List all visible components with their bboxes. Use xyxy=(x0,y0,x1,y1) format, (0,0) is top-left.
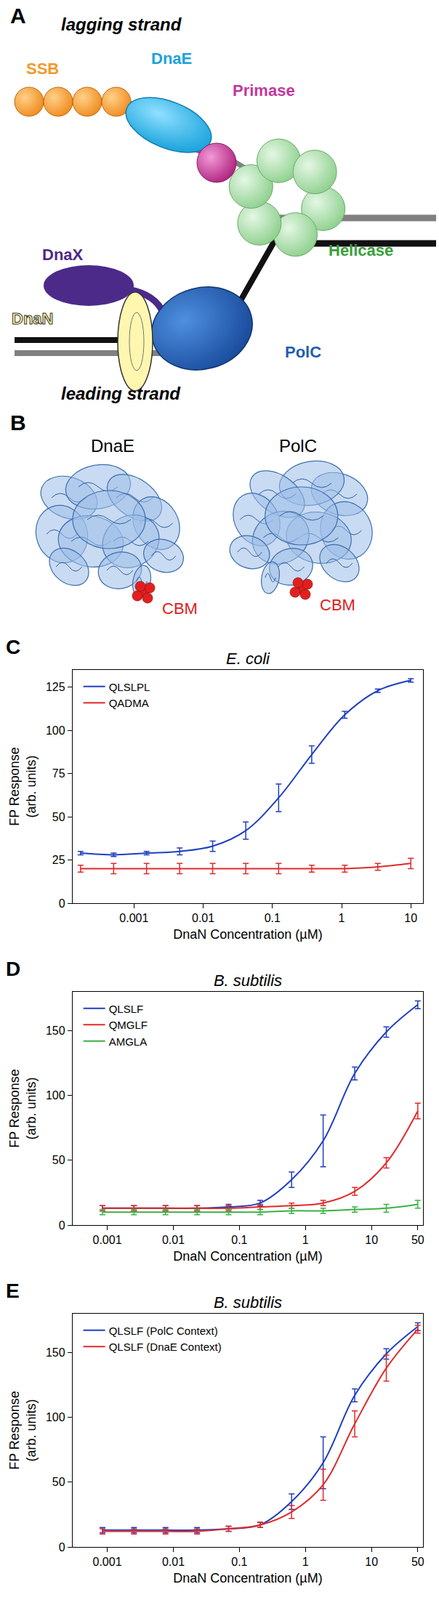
svg-text:Helicase: Helicase xyxy=(328,241,394,260)
svg-text:QLSLPL: QLSLPL xyxy=(109,681,151,694)
svg-text:0.01: 0.01 xyxy=(191,912,215,925)
svg-text:E: E xyxy=(5,1279,20,1303)
svg-text:0.001: 0.001 xyxy=(93,1234,123,1247)
svg-text:75: 75 xyxy=(52,767,66,780)
svg-text:10: 10 xyxy=(404,912,418,925)
svg-text:100: 100 xyxy=(45,1411,66,1424)
svg-text:FP Response(arb. units): FP Response(arb. units) xyxy=(7,1069,39,1149)
svg-text:0.01: 0.01 xyxy=(162,1234,185,1247)
svg-text:0: 0 xyxy=(58,897,66,910)
svg-text:QLSLF (PolC Context): QLSLF (PolC Context) xyxy=(109,1324,219,1338)
svg-text:A: A xyxy=(10,3,27,28)
svg-text:PolC: PolC xyxy=(284,343,322,362)
svg-text:0.001: 0.001 xyxy=(119,912,149,925)
svg-text:DnaN Concentration (µM): DnaN Concentration (µM) xyxy=(172,1249,322,1264)
svg-text:0: 0 xyxy=(58,1219,66,1232)
svg-text:E. coli: E. coli xyxy=(226,649,271,668)
svg-text:50: 50 xyxy=(52,1154,66,1167)
svg-text:CBM: CBM xyxy=(319,595,356,615)
svg-text:100: 100 xyxy=(45,724,66,737)
svg-text:50: 50 xyxy=(52,811,66,824)
svg-text:lagging strand: lagging strand xyxy=(61,14,183,35)
svg-text:DnaE: DnaE xyxy=(90,436,135,456)
svg-text:0.1: 0.1 xyxy=(231,1234,248,1247)
svg-text:150: 150 xyxy=(45,1346,66,1360)
svg-text:QLSLF (DnaE Context): QLSLF (DnaE Context) xyxy=(109,1340,222,1354)
svg-text:0.01: 0.01 xyxy=(162,1556,185,1569)
svg-text:50: 50 xyxy=(52,1476,66,1489)
svg-text:B. subtilis: B. subtilis xyxy=(213,971,283,990)
svg-text:1: 1 xyxy=(302,1234,309,1247)
svg-text:CBM: CBM xyxy=(162,599,198,618)
svg-text:DnaN: DnaN xyxy=(11,309,54,328)
svg-text:DnaE: DnaE xyxy=(151,49,192,68)
svg-text:1: 1 xyxy=(302,1556,309,1569)
svg-text:DnaN Concentration (µM): DnaN Concentration (µM) xyxy=(172,927,322,942)
svg-text:DnaN Concentration (µM): DnaN Concentration (µM) xyxy=(172,1571,322,1586)
svg-text:D: D xyxy=(5,957,21,981)
svg-text:FP Response(arb. units): FP Response(arb. units) xyxy=(7,1391,39,1471)
svg-text:leading strand: leading strand xyxy=(61,383,181,404)
svg-text:B: B xyxy=(10,410,27,435)
svg-text:PolC: PolC xyxy=(279,436,317,456)
svg-text:0.1: 0.1 xyxy=(264,912,281,925)
svg-text:1: 1 xyxy=(338,912,346,925)
svg-text:C: C xyxy=(5,635,21,659)
svg-text:AMGLA: AMGLA xyxy=(109,1035,148,1049)
svg-text:150: 150 xyxy=(45,1024,66,1038)
svg-text:QMGLF: QMGLF xyxy=(109,1019,148,1032)
svg-text:0.1: 0.1 xyxy=(231,1556,248,1569)
svg-text:0: 0 xyxy=(58,1541,66,1554)
svg-text:SSB: SSB xyxy=(26,59,59,78)
svg-text:50: 50 xyxy=(411,1234,425,1247)
svg-text:10: 10 xyxy=(364,1234,378,1247)
svg-text:25: 25 xyxy=(52,854,66,867)
svg-text:DnaX: DnaX xyxy=(42,245,84,264)
svg-text:50: 50 xyxy=(411,1556,425,1569)
svg-text:125: 125 xyxy=(45,681,66,694)
svg-text:QADMA: QADMA xyxy=(109,697,149,710)
svg-text:QLSLF: QLSLF xyxy=(109,1003,144,1016)
svg-text:0.001: 0.001 xyxy=(93,1556,123,1569)
svg-text:Primase: Primase xyxy=(232,81,296,100)
svg-text:FP Response(arb. units): FP Response(arb. units) xyxy=(7,747,39,827)
svg-text:100: 100 xyxy=(45,1089,66,1102)
svg-text:B. subtilis: B. subtilis xyxy=(213,1293,283,1312)
svg-text:10: 10 xyxy=(364,1556,378,1569)
